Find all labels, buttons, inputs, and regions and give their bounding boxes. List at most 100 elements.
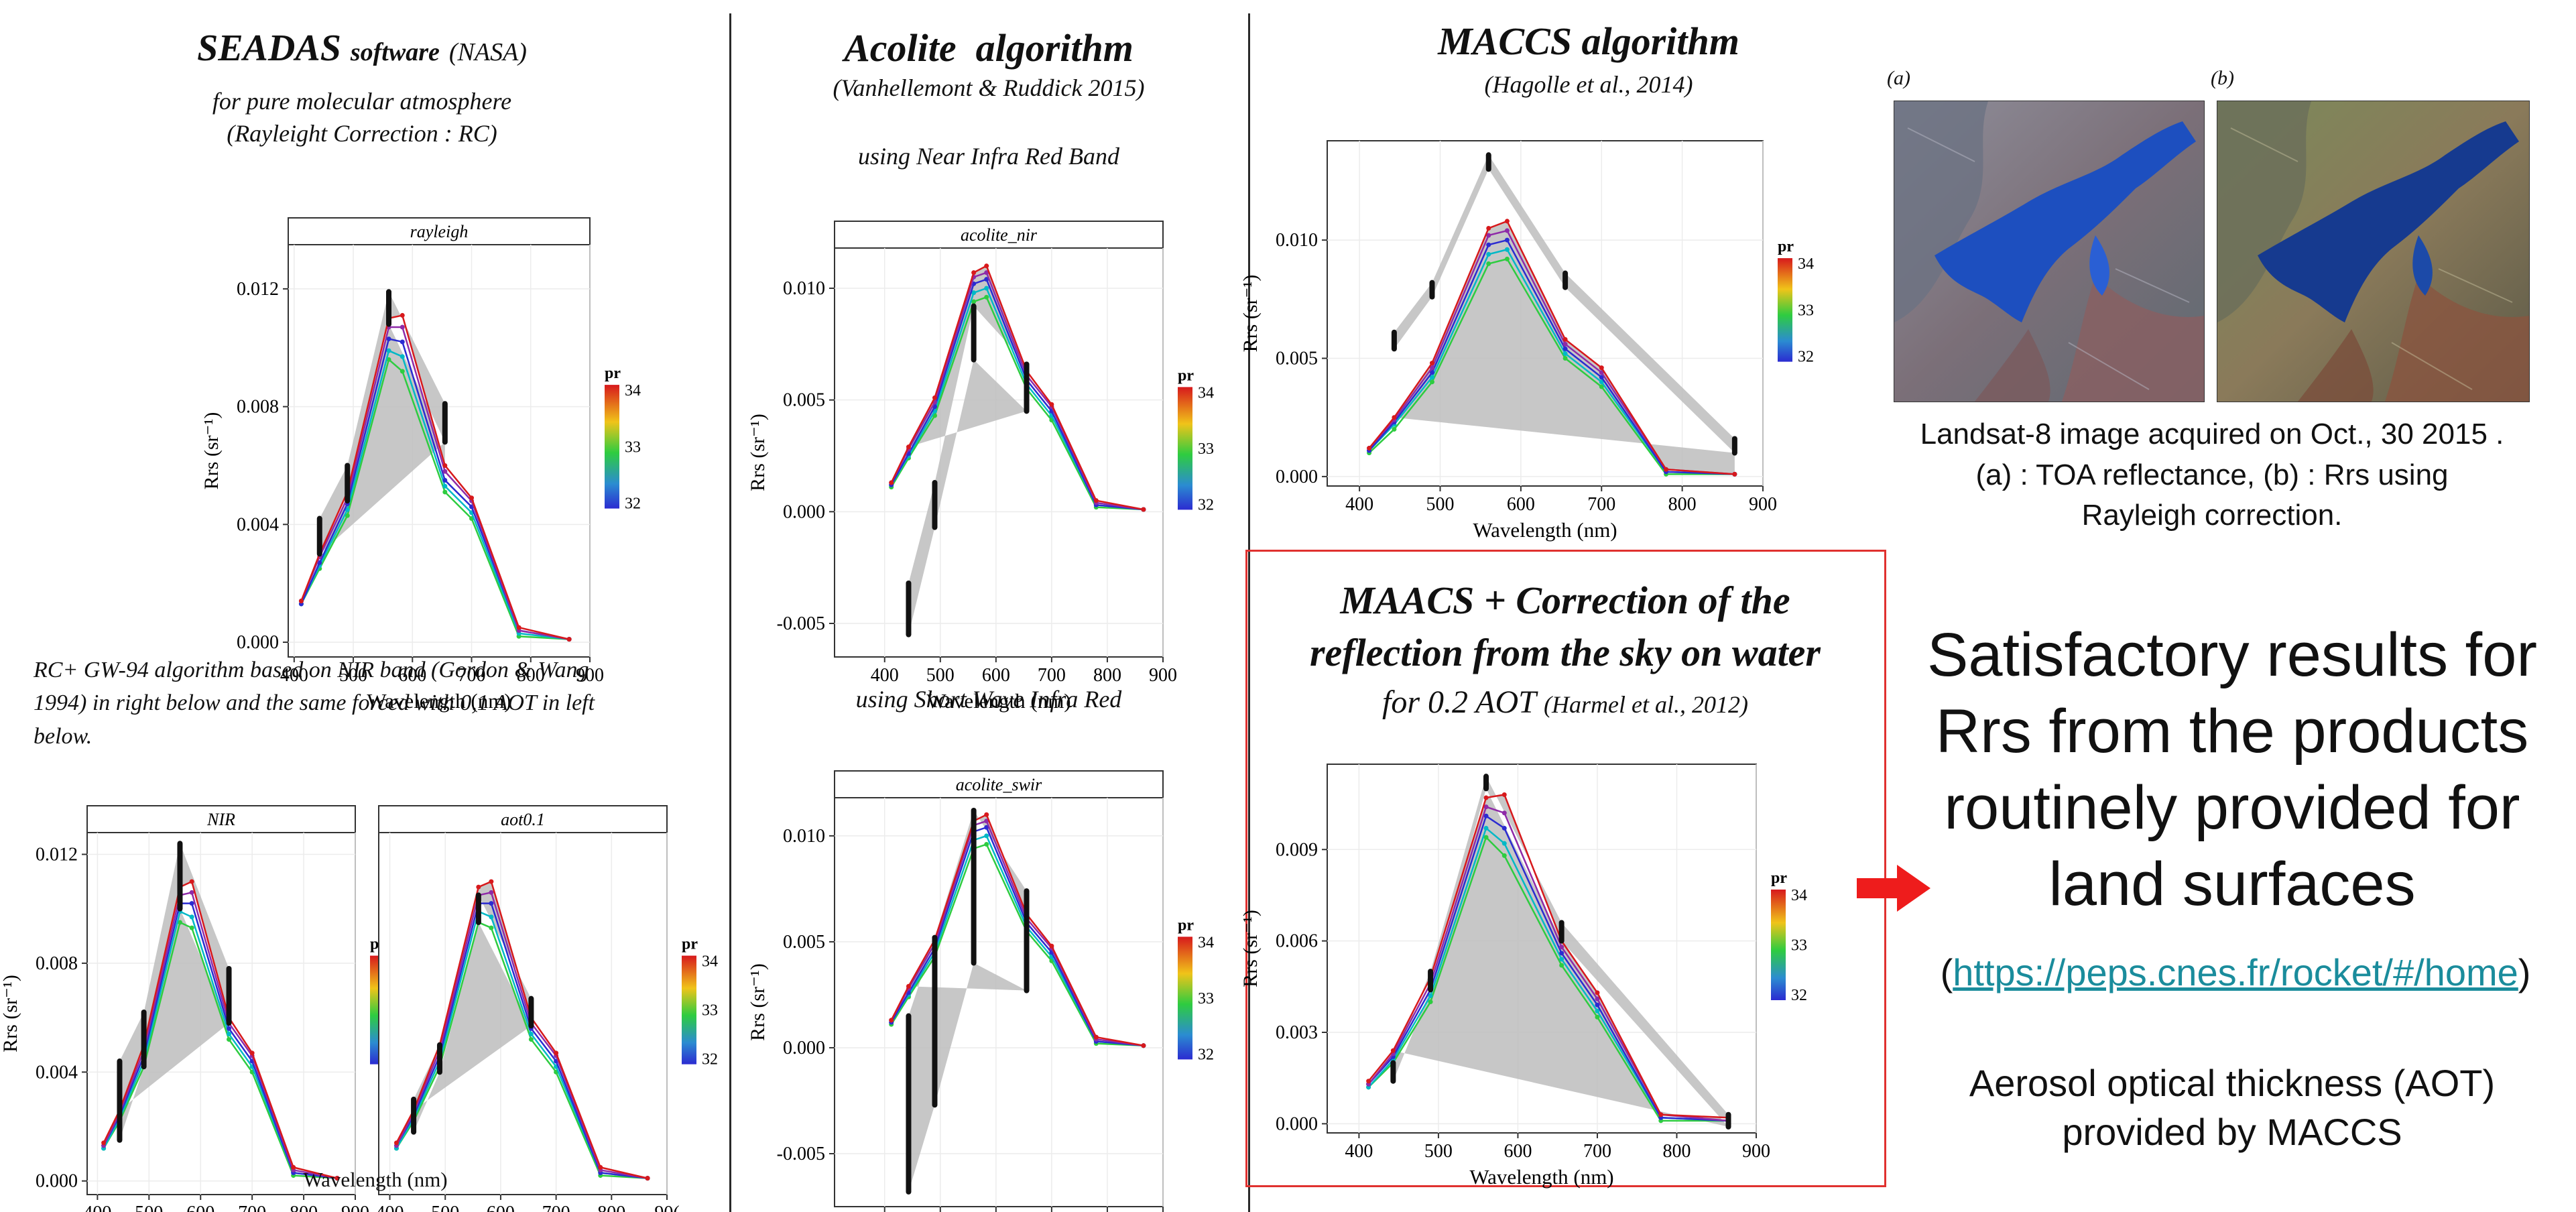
- series-point: [442, 463, 448, 468]
- series-point: [189, 890, 194, 895]
- x-tick-label: 400: [1345, 494, 1373, 515]
- series-point: [1562, 351, 1568, 356]
- series-point: [971, 299, 977, 304]
- series-point: [984, 286, 989, 291]
- series-point: [489, 914, 494, 920]
- strip-box: [834, 221, 1164, 249]
- series-point: [189, 901, 194, 906]
- series-point: [1559, 957, 1565, 962]
- series-point: [1486, 261, 1491, 266]
- series-point: [400, 324, 405, 330]
- x-tick-label: 500: [926, 665, 955, 686]
- legend-label: 33: [625, 438, 641, 456]
- strip-label: rayleigh: [410, 222, 469, 241]
- peps-link[interactable]: https://peps.cnes.fr/rocket/#/home: [1953, 951, 2518, 993]
- series-point: [1595, 1014, 1600, 1020]
- chart-nir: NIR 400 500 600 700 800 900 0.000 0.004 0.008 0.01…: [0, 771, 406, 1212]
- x-tick-label: 600: [982, 665, 1010, 686]
- chart-acolite-nir: acolite_nir 400 500 600 700 800 900 -0.005 0.000…: [744, 171, 1240, 713]
- column-divider-left: [729, 13, 731, 1212]
- series-point: [1599, 384, 1604, 389]
- x-tick-label: 600: [186, 1203, 214, 1212]
- series-point: [1486, 233, 1491, 238]
- seadas-title-software: software: [350, 38, 440, 66]
- series-point: [1367, 446, 1372, 451]
- series-point: [1595, 1002, 1600, 1008]
- series-point: [984, 825, 989, 830]
- series-point: [645, 1176, 650, 1181]
- acolite-title: Acolite algorithm: [844, 26, 1133, 70]
- series-point: [393, 1140, 399, 1146]
- series-point: [1049, 943, 1054, 949]
- series-point: [984, 277, 989, 282]
- legend-colorbar: [1178, 936, 1192, 1060]
- series-point: [1501, 853, 1507, 858]
- strip-label: NIR: [206, 810, 235, 829]
- series-point: [906, 983, 911, 989]
- conclusion-text: Satisfactory results for Rrs from the pr…: [1897, 617, 2567, 922]
- conclusion-line-2: Rrs from the products: [1935, 697, 2529, 766]
- chart-maacs-sky: 400 500 600 700 800 900 0.000 0.003 0.006 0.009 Wa…: [1239, 737, 1850, 1189]
- series-point: [1486, 242, 1491, 247]
- strip-label: acolite_nir: [961, 225, 1038, 245]
- legend-label: 32: [1198, 496, 1214, 513]
- series-point: [1486, 226, 1491, 231]
- series-point: [1504, 228, 1510, 233]
- y-tick-label: 0.012: [36, 844, 78, 865]
- legend-label: 34: [1198, 934, 1214, 951]
- series-point: [1483, 835, 1489, 840]
- maacs-title-2: reflection from the sky on water: [1309, 631, 1821, 674]
- aot-note: Aerosol optical thickness (AOT) provided…: [1897, 1059, 2567, 1157]
- strip-label: acolite_swir: [956, 775, 1042, 794]
- series-point: [476, 884, 481, 890]
- series-point: [345, 513, 350, 518]
- legend-colorbar: [1178, 387, 1192, 510]
- series-point: [1486, 251, 1491, 257]
- link-close-paren: ): [2518, 951, 2531, 993]
- series-point: [1562, 341, 1568, 347]
- plot-area: [834, 797, 1164, 1207]
- series-point: [1483, 813, 1489, 819]
- legend-label: 32: [702, 1051, 718, 1069]
- link-open-paren: (: [1940, 951, 1953, 993]
- x-tick-label: 400: [1345, 1141, 1373, 1162]
- series-point: [889, 1018, 894, 1023]
- y-tick-label: 0.000: [783, 501, 825, 522]
- x-tick-label: 700: [238, 1203, 266, 1212]
- y-tick-label: 0.010: [783, 826, 825, 847]
- series-point: [932, 395, 937, 400]
- series-point: [1141, 1043, 1146, 1048]
- series-point: [1093, 1034, 1099, 1040]
- seadas-title-main: SEADAS: [197, 27, 341, 69]
- y-tick-label: 0.004: [237, 514, 279, 535]
- x-tick-label: 400: [376, 1203, 404, 1212]
- series-point: [598, 1164, 603, 1170]
- series-point: [177, 920, 182, 925]
- chart-svg-maacs_sky: 400 500 600 700 800 900 0.000 0.003 0.006 0.009 Wa…: [1239, 764, 1807, 1189]
- y-tick-label: 0.010: [1276, 230, 1318, 251]
- aot-note-line-1: Aerosol optical thickness (AOT): [1969, 1062, 2496, 1104]
- chart-svg-nir: NIR 400 500 600 700 800 900 0.000 0.004 0.008 0.01…: [0, 805, 406, 1212]
- y-tick-label: 0.010: [783, 278, 825, 299]
- conclusion-line-4: land surfaces: [2048, 850, 2416, 919]
- landsat-rrs-image: [2217, 101, 2530, 402]
- x-tick-label: 600: [398, 665, 426, 686]
- legend-label: 32: [625, 495, 641, 513]
- series-point: [984, 263, 989, 269]
- x-tick-label: 900: [1149, 665, 1177, 686]
- series-point: [1559, 963, 1565, 968]
- maacs-subtitle-main: for 0.2 AOT: [1382, 684, 1536, 720]
- series-point: [1429, 365, 1434, 371]
- y-tick-label: 0.005: [783, 932, 825, 953]
- series-point: [1595, 996, 1600, 1002]
- series-point: [400, 339, 405, 345]
- series-point: [189, 925, 194, 930]
- x-tick-label: 800: [290, 1203, 318, 1212]
- series-point: [1390, 1048, 1396, 1053]
- legend-label: 33: [1198, 440, 1214, 458]
- series-point: [906, 444, 911, 450]
- series-point: [189, 914, 194, 920]
- x-tick-label: 900: [341, 1203, 369, 1212]
- series-point: [984, 842, 989, 847]
- series-point: [442, 469, 448, 474]
